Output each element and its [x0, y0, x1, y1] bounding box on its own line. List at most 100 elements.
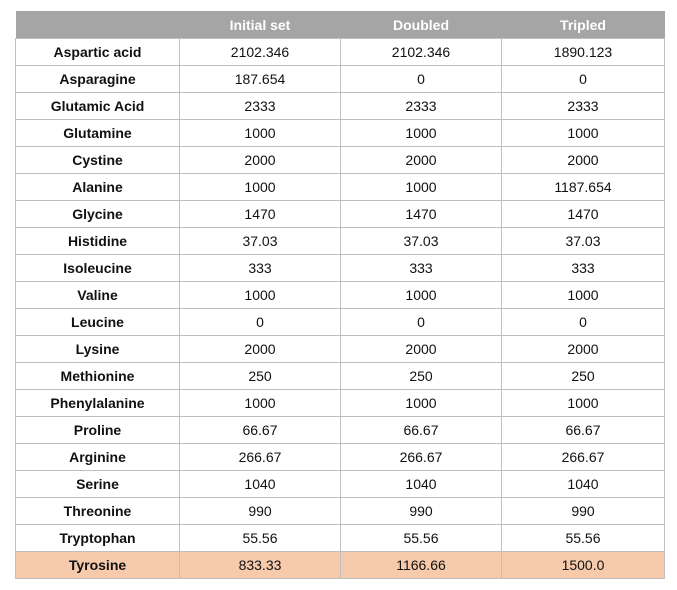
tripled-cell: 250 [501, 362, 665, 390]
tripled-cell: 990 [501, 497, 665, 525]
amino-acid-name-cell: Proline [15, 416, 180, 444]
doubled-cell: 2000 [340, 146, 502, 174]
table-row: Isoleucine 333 333 333 [15, 254, 665, 282]
tripled-cell: 1000 [501, 119, 665, 147]
table-row: Aspartic acid 2102.346 2102.346 1890.123 [15, 38, 665, 66]
table-row: Histidine 37.03 37.03 37.03 [15, 227, 665, 255]
header-cell-doubled: Doubled [340, 11, 502, 39]
amino-acid-name-cell: Glycine [15, 200, 180, 228]
table-row: Cystine 2000 2000 2000 [15, 146, 665, 174]
amino-acid-name-cell: Asparagine [15, 65, 180, 93]
initial-set-cell: 37.03 [179, 227, 341, 255]
amino-acid-name-cell: Methionine [15, 362, 180, 390]
doubled-cell: 55.56 [340, 524, 502, 552]
initial-set-cell: 990 [179, 497, 341, 525]
initial-set-cell: 1470 [179, 200, 341, 228]
amino-acid-table: Initial set Doubled Tripled Aspartic aci… [15, 11, 665, 579]
amino-acid-name-cell: Cystine [15, 146, 180, 174]
initial-set-cell: 66.67 [179, 416, 341, 444]
tripled-cell: 1470 [501, 200, 665, 228]
table-body: Aspartic acid 2102.346 2102.346 1890.123 Asp… [15, 38, 665, 579]
doubled-cell: 1166.66 [340, 551, 502, 579]
amino-acid-name-cell: Histidine [15, 227, 180, 255]
initial-set-cell: 2000 [179, 335, 341, 363]
header-row: Initial set Doubled Tripled [15, 11, 665, 39]
amino-acid-name-cell: Glutamic Acid [15, 92, 180, 120]
amino-acid-name-cell: Leucine [15, 308, 180, 336]
tripled-cell: 1890.123 [501, 38, 665, 66]
table-row: Methionine 250 250 250 [15, 362, 665, 390]
doubled-cell: 2102.346 [340, 38, 502, 66]
doubled-cell: 1040 [340, 470, 502, 498]
initial-set-cell: 187.654 [179, 65, 341, 93]
table-row: Proline 66.67 66.67 66.67 [15, 416, 665, 444]
tripled-cell: 333 [501, 254, 665, 282]
initial-set-cell: 833.33 [179, 551, 341, 579]
amino-acid-name-cell: Phenylalanine [15, 389, 180, 417]
doubled-cell: 1000 [340, 119, 502, 147]
table-row: Threonine 990 990 990 [15, 497, 665, 525]
doubled-cell: 1000 [340, 281, 502, 309]
initial-set-cell: 1040 [179, 470, 341, 498]
tripled-cell: 2000 [501, 146, 665, 174]
doubled-cell: 2333 [340, 92, 502, 120]
table-row: Lysine 2000 2000 2000 [15, 335, 665, 363]
table-row: Valine 1000 1000 1000 [15, 281, 665, 309]
amino-acid-name-cell: Tyrosine [15, 551, 180, 579]
tripled-cell: 1187.654 [501, 173, 665, 201]
initial-set-cell: 0 [179, 308, 341, 336]
doubled-cell: 1000 [340, 173, 502, 201]
tripled-cell: 1500.0 [501, 551, 665, 579]
initial-set-cell: 2000 [179, 146, 341, 174]
amino-acid-name-cell: Glutamine [15, 119, 180, 147]
tripled-cell: 66.67 [501, 416, 665, 444]
tripled-cell: 55.56 [501, 524, 665, 552]
table-row: Glutamic Acid 2333 2333 2333 [15, 92, 665, 120]
initial-set-cell: 250 [179, 362, 341, 390]
tripled-cell: 1000 [501, 389, 665, 417]
doubled-cell: 66.67 [340, 416, 502, 444]
table-row: Arginine 266.67 266.67 266.67 [15, 443, 665, 471]
doubled-cell: 1000 [340, 389, 502, 417]
initial-set-cell: 333 [179, 254, 341, 282]
initial-set-cell: 1000 [179, 173, 341, 201]
table-row: Alanine 1000 1000 1187.654 [15, 173, 665, 201]
amino-acid-name-cell: Valine [15, 281, 180, 309]
table-header: Initial set Doubled Tripled [15, 11, 665, 39]
initial-set-cell: 1000 [179, 389, 341, 417]
amino-acid-name-cell: Isoleucine [15, 254, 180, 282]
tripled-cell: 1000 [501, 281, 665, 309]
amino-acid-name-cell: Aspartic acid [15, 38, 180, 66]
initial-set-cell: 2333 [179, 92, 341, 120]
doubled-cell: 250 [340, 362, 502, 390]
header-cell-amino-acid [15, 11, 180, 39]
initial-set-cell: 1000 [179, 119, 341, 147]
tripled-cell: 2000 [501, 335, 665, 363]
tripled-cell: 266.67 [501, 443, 665, 471]
header-cell-tripled: Tripled [501, 11, 665, 39]
table-row: Tryptophan 55.56 55.56 55.56 [15, 524, 665, 552]
tripled-cell: 0 [501, 65, 665, 93]
table-row: Phenylalanine 1000 1000 1000 [15, 389, 665, 417]
tripled-cell: 37.03 [501, 227, 665, 255]
tripled-cell: 2333 [501, 92, 665, 120]
doubled-cell: 0 [340, 65, 502, 93]
table-row: Asparagine 187.654 0 0 [15, 65, 665, 93]
amino-acid-name-cell: Arginine [15, 443, 180, 471]
initial-set-cell: 1000 [179, 281, 341, 309]
doubled-cell: 990 [340, 497, 502, 525]
amino-acid-name-cell: Serine [15, 470, 180, 498]
table-row: Glycine 1470 1470 1470 [15, 200, 665, 228]
amino-acid-name-cell: Alanine [15, 173, 180, 201]
table-row: Tyrosine 833.33 1166.66 1500.0 [15, 551, 665, 579]
table-row: Leucine 0 0 0 [15, 308, 665, 336]
amino-acid-name-cell: Tryptophan [15, 524, 180, 552]
tripled-cell: 1040 [501, 470, 665, 498]
doubled-cell: 1470 [340, 200, 502, 228]
tripled-cell: 0 [501, 308, 665, 336]
doubled-cell: 37.03 [340, 227, 502, 255]
initial-set-cell: 55.56 [179, 524, 341, 552]
doubled-cell: 266.67 [340, 443, 502, 471]
amino-acid-name-cell: Lysine [15, 335, 180, 363]
header-cell-initial-set: Initial set [179, 11, 341, 39]
